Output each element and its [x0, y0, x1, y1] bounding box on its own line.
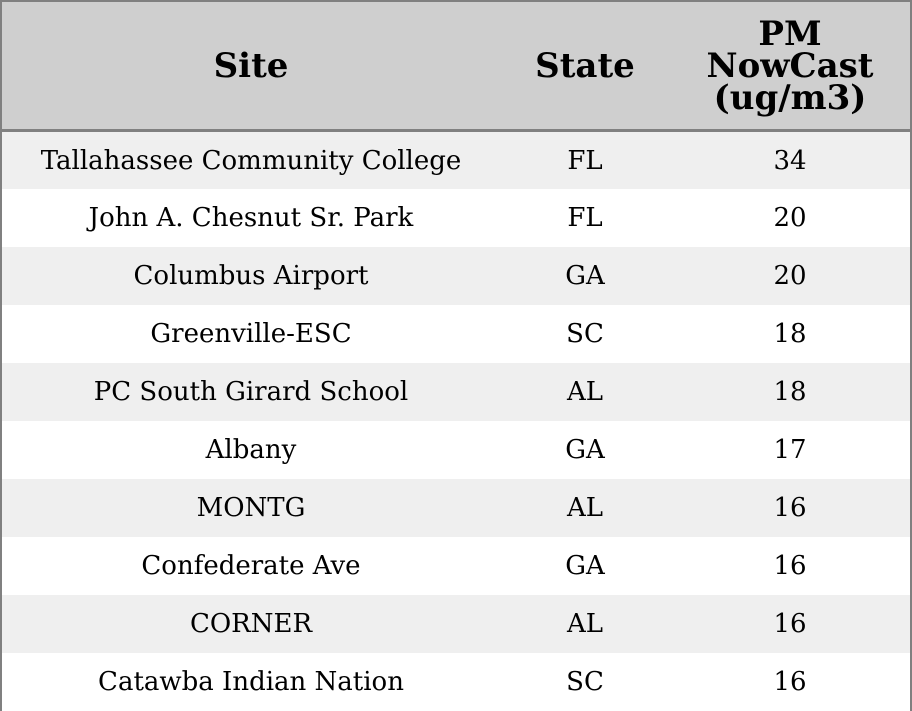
cell-state: GA [500, 421, 670, 479]
cell-site: Albany [2, 421, 500, 479]
header-state: State [500, 2, 670, 132]
header-site: Site [2, 2, 500, 132]
cell-pm-nowcast: 16 [670, 595, 910, 653]
cell-pm-nowcast: 18 [670, 305, 910, 363]
cell-site: Catawba Indian Nation [2, 653, 500, 711]
cell-site: CORNER [2, 595, 500, 653]
cell-site: Confederate Ave [2, 537, 500, 595]
table-row: John A. Chesnut Sr. Park FL 20 [2, 189, 910, 247]
cell-pm-nowcast: 16 [670, 479, 910, 537]
cell-pm-nowcast: 18 [670, 363, 910, 421]
table-body: Tallahassee Community College FL 34 John A.… [2, 130, 910, 711]
table-header: Site State PM NowCast (ug/m3) [2, 2, 910, 132]
cell-state: GA [500, 247, 670, 305]
table-row: Confederate Ave GA 16 [2, 537, 910, 595]
cell-state: GA [500, 537, 670, 595]
cell-state: FL [500, 130, 670, 189]
header-pm-line-3: (ug/m3) [713, 77, 867, 118]
cell-site: MONTG [2, 479, 500, 537]
cell-site: PC South Girard School [2, 363, 500, 421]
cell-pm-nowcast: 20 [670, 189, 910, 247]
cell-state: AL [500, 595, 670, 653]
table-row: Tallahassee Community College FL 34 [2, 130, 910, 189]
table-row: Columbus Airport GA 20 [2, 247, 910, 305]
cell-site: John A. Chesnut Sr. Park [2, 189, 500, 247]
table-row: Greenville-ESC SC 18 [2, 305, 910, 363]
table-row: PC South Girard School AL 18 [2, 363, 910, 421]
table-row: Albany GA 17 [2, 421, 910, 479]
cell-state: AL [500, 479, 670, 537]
cell-pm-nowcast: 16 [670, 653, 910, 711]
header-row: Site State PM NowCast (ug/m3) [2, 2, 910, 132]
cell-state: SC [500, 653, 670, 711]
cell-pm-nowcast: 17 [670, 421, 910, 479]
cell-site: Tallahassee Community College [2, 130, 500, 189]
cell-pm-nowcast: 34 [670, 130, 910, 189]
cell-state: AL [500, 363, 670, 421]
table-row: Catawba Indian Nation SC 16 [2, 653, 910, 711]
header-pm-line-2: NowCast [706, 45, 874, 86]
cell-pm-nowcast: 20 [670, 247, 910, 305]
cell-pm-nowcast: 16 [670, 537, 910, 595]
table-row: CORNER AL 16 [2, 595, 910, 653]
cell-site: Greenville-ESC [2, 305, 500, 363]
cell-state: SC [500, 305, 670, 363]
table-row: MONTG AL 16 [2, 479, 910, 537]
cell-site: Columbus Airport [2, 247, 500, 305]
header-pm-line-1: PM [758, 13, 822, 54]
cell-state: FL [500, 189, 670, 247]
header-pm-nowcast: PM NowCast (ug/m3) [670, 2, 910, 132]
